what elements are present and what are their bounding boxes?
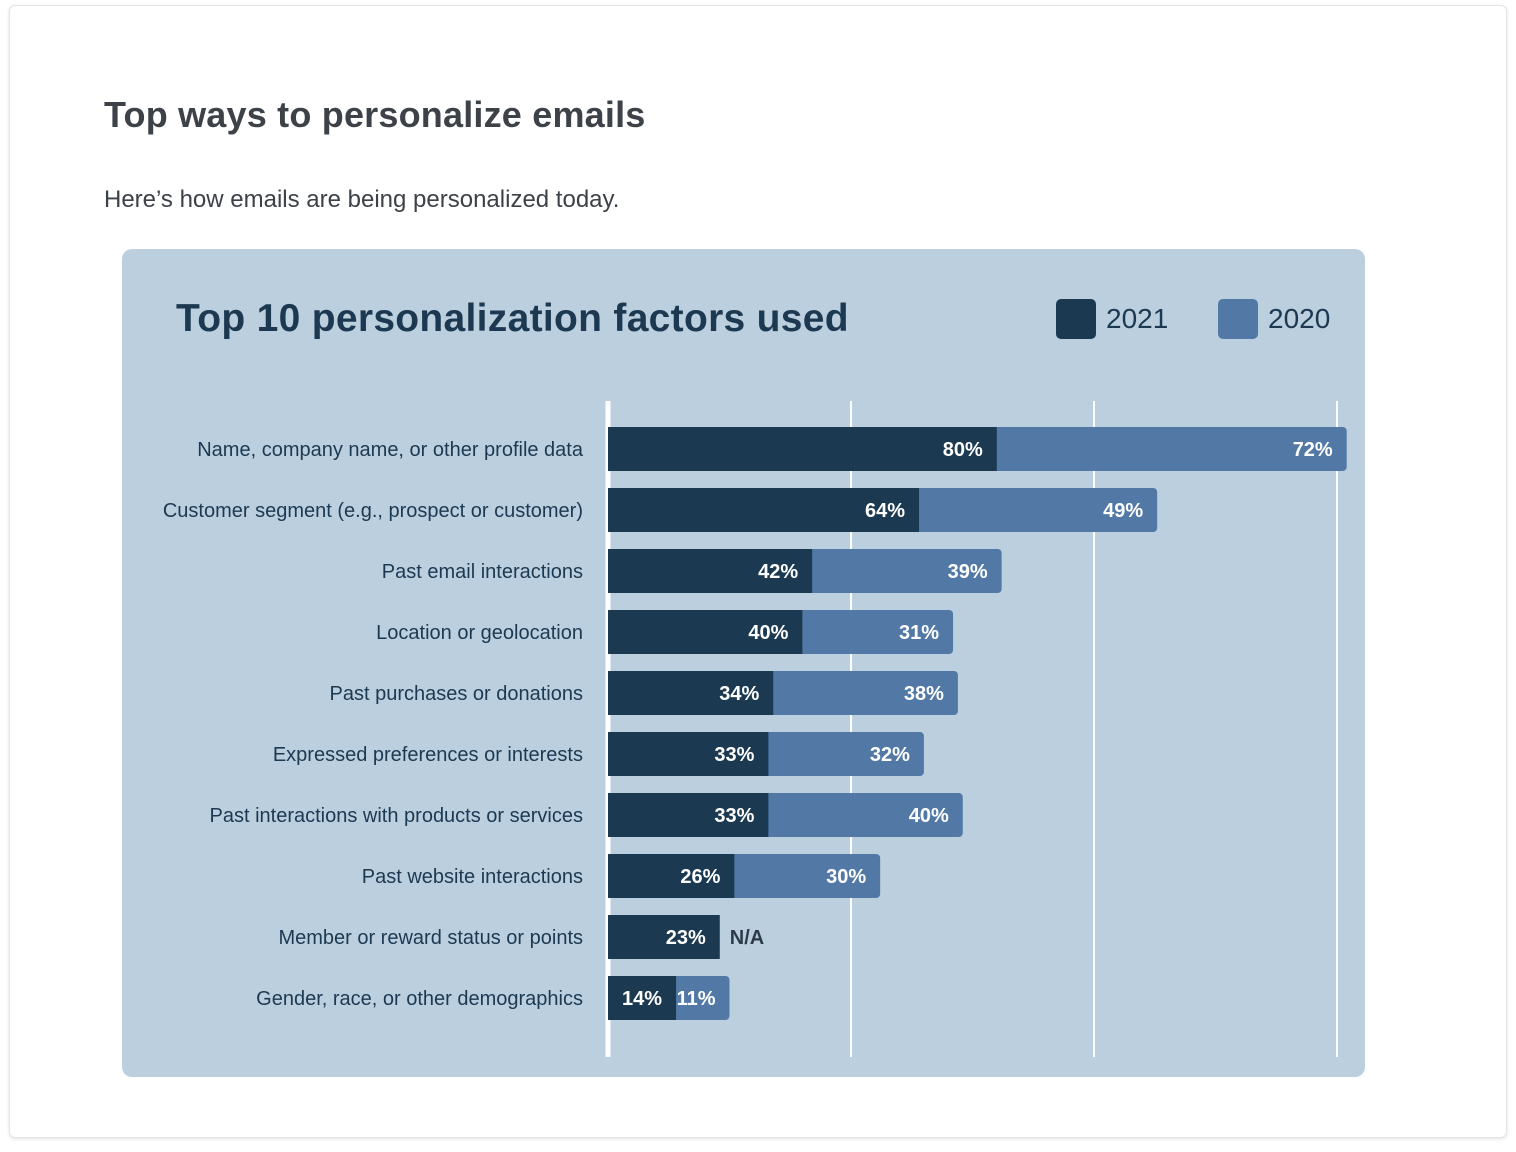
data-label-2020: 49% bbox=[1103, 500, 1143, 522]
category-label: Past website interactions bbox=[362, 866, 583, 888]
chart-panel: Top 10 personalization factors used 2021… bbox=[122, 249, 1365, 1077]
category-label: Customer segment (e.g., prospect or cust… bbox=[163, 500, 583, 522]
category-label: Member or reward status or points bbox=[278, 927, 583, 949]
data-label-2020: 40% bbox=[909, 805, 949, 827]
data-label-2020: 11% bbox=[677, 988, 716, 1010]
category-label: Past interactions with products or servi… bbox=[210, 805, 584, 827]
data-label-2021: 26% bbox=[680, 866, 720, 888]
page-title: Top ways to personalize emails bbox=[104, 94, 646, 136]
data-label-2020: 32% bbox=[870, 744, 910, 766]
category-label: Past email interactions bbox=[382, 561, 583, 583]
data-label-2021: 64% bbox=[865, 500, 905, 522]
data-label-2020: 31% bbox=[899, 622, 939, 644]
data-label-2021: 80% bbox=[943, 439, 983, 461]
data-label-2021: 34% bbox=[719, 683, 759, 705]
data-label-2020: 72% bbox=[1293, 439, 1333, 461]
data-label-2021: 42% bbox=[758, 561, 798, 583]
data-label-2021: 33% bbox=[714, 744, 754, 766]
category-label: Name, company name, or other profile dat… bbox=[197, 439, 584, 461]
category-label: Expressed preferences or interests bbox=[273, 744, 583, 766]
data-label-2020: 39% bbox=[948, 561, 988, 583]
page-subtitle: Here’s how emails are being personalized… bbox=[104, 186, 619, 214]
category-label: Gender, race, or other demographics bbox=[256, 988, 583, 1010]
category-label: Location or geolocation bbox=[376, 622, 583, 644]
data-label-2020: 38% bbox=[904, 683, 944, 705]
data-label-2021: 40% bbox=[748, 622, 788, 644]
data-label-2020: 30% bbox=[826, 866, 866, 888]
bar-chart: Name, company name, or other profile dat… bbox=[122, 249, 1365, 1077]
data-label-2021: 33% bbox=[714, 805, 754, 827]
data-label-2021: 14% bbox=[622, 988, 662, 1010]
bar-2021 bbox=[608, 427, 997, 471]
data-label-2020: N/A bbox=[730, 927, 764, 949]
data-label-2021: 23% bbox=[666, 927, 706, 949]
category-label: Past purchases or donations bbox=[330, 683, 584, 705]
